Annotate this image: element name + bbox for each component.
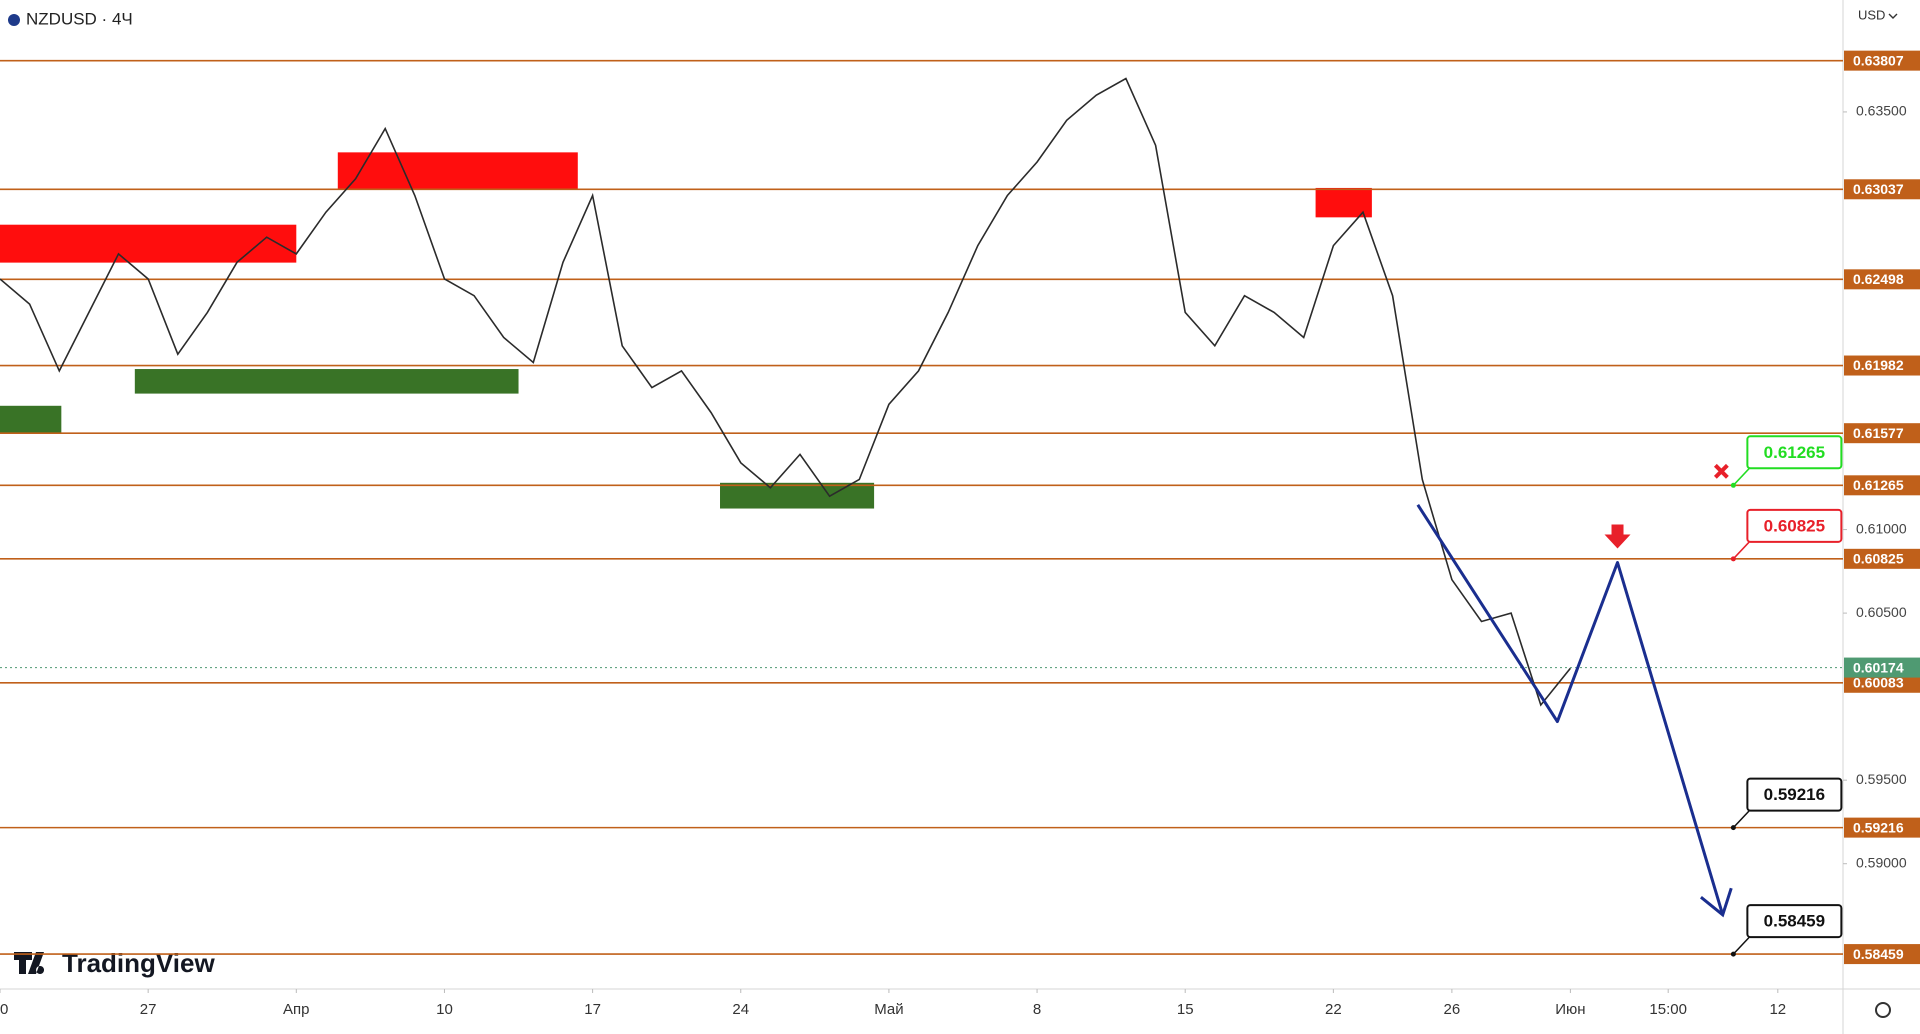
level-tag (1844, 269, 1920, 290)
callout-label: 0.60825 (1764, 516, 1825, 535)
callout-box (1746, 904, 1843, 939)
chart-title: NZDUSD · 4Ч (26, 9, 133, 28)
x-tick-label: 24 (732, 1001, 749, 1018)
plot-area: 0.61265 0.60825 0.59216 0.58459 (0, 59, 1843, 957)
level-tag (1844, 672, 1920, 693)
level-tag-label: 0.60825 (1853, 551, 1904, 567)
projection-path (1416, 504, 1725, 916)
level-tag-label: 0.61982 (1853, 357, 1904, 373)
callout-box (1746, 435, 1843, 470)
callout-leader (1732, 936, 1750, 955)
zone (337, 152, 578, 190)
level-tag-label: 0.58459 (1853, 946, 1904, 962)
logo-mark (14, 952, 45, 974)
zone (0, 405, 62, 433)
y-tick-label: 0.59000 (1856, 854, 1907, 870)
callout-label: 0.58459 (1764, 912, 1825, 931)
level-tag-label: 0.61265 (1853, 477, 1904, 493)
y-tick-label: 0.60500 (1856, 604, 1907, 620)
callout-box (1746, 777, 1843, 812)
x-tick-label: 15 (1177, 1001, 1194, 1018)
callout-leader (1732, 467, 1750, 486)
level-tag (1844, 475, 1920, 496)
callout-label: 0.59216 (1764, 785, 1825, 804)
level-tag-label: 0.63037 (1853, 181, 1904, 197)
x-tick-label: 12 (1769, 1001, 1786, 1018)
level-tag (1844, 817, 1920, 838)
y-tick-label: 0.59500 (1856, 771, 1907, 787)
price-line (0, 77, 1572, 707)
x-tick-label: Июн (1555, 1001, 1585, 1018)
x-tick-label: 26 (1444, 1001, 1461, 1018)
level-tag (1844, 548, 1920, 569)
x-tick-label: 8 (1033, 1001, 1041, 1018)
level-tag-label: 0.61577 (1853, 425, 1904, 441)
level-tag-label: 0.62498 (1853, 271, 1904, 287)
y-tick-label: 0.63500 (1856, 103, 1907, 119)
level-tag-label: 0.60083 (1853, 674, 1904, 690)
x-tick-label: 10 (436, 1001, 453, 1018)
level-tag (1844, 423, 1920, 444)
x-tick-label: Апр (283, 1001, 309, 1018)
x-tick-label: 27 (140, 1001, 157, 1018)
y-tick-label: 0.61000 (1856, 520, 1907, 536)
level-tag (1844, 179, 1920, 200)
brand-name: TradingView (62, 948, 215, 978)
brand-logo: TradingView (14, 948, 215, 978)
sell-arrow (1604, 524, 1631, 549)
callout-leader (1732, 541, 1750, 560)
projection-arrowhead (1699, 887, 1733, 918)
gear[interactable] (1875, 1002, 1891, 1018)
cancel-mark (1713, 463, 1729, 479)
x-tick-label: 20 (0, 1001, 8, 1018)
zone (720, 482, 875, 509)
zone (0, 224, 297, 263)
x-tick-label: 22 (1325, 1001, 1342, 1018)
zone (134, 369, 519, 394)
last-price-label: 0.60174 (1853, 659, 1904, 675)
settings-icon[interactable] (1875, 1002, 1891, 1018)
callout-label: 0.61265 (1764, 443, 1825, 462)
x-tick-label: 17 (584, 1001, 601, 1018)
level-tag (1844, 50, 1920, 71)
x-tick-label: 15:00 (1649, 1001, 1687, 1018)
currency-chevron (1888, 13, 1898, 19)
level-tag (1844, 944, 1920, 965)
flag-icon (8, 14, 20, 26)
level-tag (1844, 355, 1920, 376)
callout-leader (1732, 810, 1750, 829)
level-tag-label: 0.59216 (1853, 819, 1904, 835)
callout-box (1746, 508, 1843, 543)
level-tag-label: 0.63807 (1853, 52, 1904, 68)
x-tick-label: Май (874, 1001, 903, 1018)
currency-selector[interactable]: USD (1858, 7, 1885, 22)
last-price-tag (1844, 657, 1920, 678)
